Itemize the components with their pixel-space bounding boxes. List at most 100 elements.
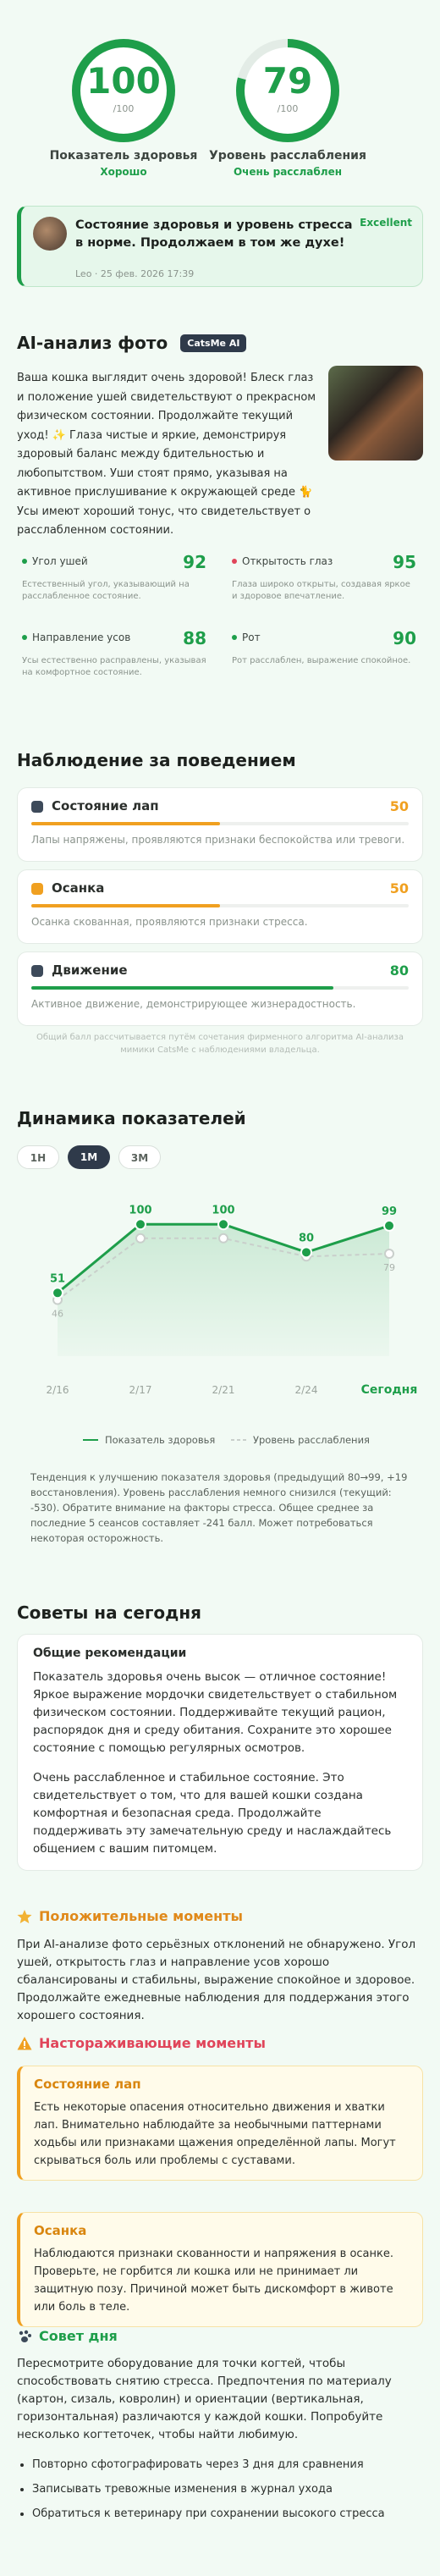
behavior-description: Лапы напряжены, проявляются признаки бес… xyxy=(31,834,405,846)
behavior-value: 50 xyxy=(389,798,409,814)
metric-card: Рот 90 Рот расслаблен, выражение спокойное… xyxy=(227,628,423,696)
behavior-icon xyxy=(31,965,43,977)
metric-name: Открытость глаз xyxy=(232,555,418,567)
behavior-name: Движение xyxy=(52,963,128,978)
behavior-icon xyxy=(31,883,43,895)
behavior-name: Осанка xyxy=(52,880,105,896)
footnote: Общий балл рассчитывается путём сочетани… xyxy=(36,1033,404,1055)
metric-dot xyxy=(22,635,27,640)
series-point xyxy=(300,1246,312,1259)
gauge-max: /100 xyxy=(278,103,299,114)
paragraph: Очень расслабленное и стабильное состоян… xyxy=(33,1771,392,1856)
x-tick-label: 2/21 xyxy=(212,1384,235,1396)
metric-name: Направление усов xyxy=(22,632,208,643)
x-tick-label: Сегодня xyxy=(361,1383,418,1397)
positive-header: Положительные моменты xyxy=(17,1908,423,1924)
section-subtitle: Настораживающие моменты xyxy=(39,2035,266,2051)
progress-bar xyxy=(31,904,220,907)
behavior-name: Состояние лап xyxy=(52,798,159,814)
behavior-description: Осанка скованная, проявляются признаки с… xyxy=(31,916,308,928)
score-status: Хорошо xyxy=(100,166,147,178)
x-tick-label: 2/24 xyxy=(295,1384,318,1396)
concern-card: Осанка Наблюдаются признаки скованности … xyxy=(17,2212,423,2327)
value-label: 100 xyxy=(129,1204,151,1216)
section-title: Советы на сегодня xyxy=(17,1602,201,1623)
value-label: 100 xyxy=(212,1204,234,1216)
series-point xyxy=(218,1233,228,1244)
status-meta: Leo · 25 фев. 2026 17:39 xyxy=(75,268,195,279)
general-card: Общие рекомендации Показатель здоровья о… xyxy=(17,1634,423,1871)
gauge-value: 100 xyxy=(86,60,161,102)
cat-photo xyxy=(328,366,423,461)
behavior-value: 80 xyxy=(389,963,409,979)
period-button[interactable]: 1Н xyxy=(17,1145,59,1169)
period-button[interactable]: 1М xyxy=(68,1145,110,1169)
star-icon xyxy=(17,1910,32,1923)
warning-icon xyxy=(17,2037,32,2050)
progress-track xyxy=(31,986,409,990)
series-point xyxy=(135,1218,146,1231)
x-tick-label: 2/16 xyxy=(47,1384,69,1396)
period-button[interactable]: 3М xyxy=(118,1145,161,1169)
concern-card: Состояние лап Есть некоторые опасения от… xyxy=(17,2066,423,2181)
concern-text: Есть некоторые опасения относительно дви… xyxy=(34,2101,396,2167)
ai-text: Ваша кошка выглядит очень здоровой! Блес… xyxy=(17,372,316,537)
progress-bar xyxy=(31,986,333,990)
series-point xyxy=(384,1248,394,1259)
bullet: Записывать тревожные изменения в журнал … xyxy=(32,2477,423,2502)
value-label: 79 xyxy=(383,1262,395,1273)
series-point xyxy=(383,1219,395,1232)
section-title: Наблюдение за поведением xyxy=(17,750,296,770)
value-label: 46 xyxy=(52,1309,63,1320)
progress-bar xyxy=(31,822,220,825)
metric-description: Глаза широко открыты, создавая яркое и з… xyxy=(232,580,410,601)
gauge-max: /100 xyxy=(113,103,135,114)
metric-value: 88 xyxy=(183,628,206,648)
ai-header: AI-анализ фото CatsMe AI xyxy=(17,333,423,353)
value-label: 51 xyxy=(50,1272,65,1285)
card-title: Общие рекомендации xyxy=(33,1647,187,1660)
gauge-arc xyxy=(236,39,339,142)
paragraph: Показатель здоровья очень высок — отличн… xyxy=(33,1670,398,1755)
paw-icon xyxy=(19,2330,31,2342)
metric-description: Усы естественно расправлены, указывая на… xyxy=(22,656,206,677)
metric-value: 95 xyxy=(393,552,416,572)
concerns-header: Настораживающие моменты xyxy=(17,2035,423,2051)
value-label: 80 xyxy=(299,1232,314,1244)
avatar xyxy=(33,217,67,251)
status-message: Состояние здоровья и уровень стресса в н… xyxy=(75,218,353,250)
series-point xyxy=(217,1218,229,1231)
metric-name: Рот xyxy=(232,632,418,643)
metric-description: Рот расслаблен, выражение спокойное. xyxy=(232,656,411,665)
behavior-card: Осанка 50 Осанка скованная, проявляются пр… xyxy=(17,869,423,944)
x-tick-label: 2/17 xyxy=(129,1384,152,1396)
legend-label: Показатель здоровья xyxy=(105,1434,215,1446)
positive-text: При AI-анализе фото серьёзных отклонений… xyxy=(17,1938,416,2022)
bullet: Обратиться к ветеринару при сохранении в… xyxy=(32,2502,423,2526)
concern-title: Осанка xyxy=(34,2223,87,2238)
behavior-card: Состояние лап 50 Лапы напряжены, проявляют… xyxy=(17,787,423,862)
daily-text: Пересмотрите оборудование для точки когт… xyxy=(17,2357,392,2441)
section-subtitle: Положительные моменты xyxy=(39,1908,243,1924)
progress-track xyxy=(31,904,409,907)
legend-label: Уровень расслабления xyxy=(253,1434,370,1446)
metric-dot xyxy=(232,635,237,640)
score-status: Очень расслаблен xyxy=(233,166,343,178)
metric-dot xyxy=(22,559,27,564)
behavior-icon xyxy=(31,801,43,813)
area xyxy=(58,1224,389,1356)
metric-description: Естественный угол, указывающий на рассла… xyxy=(22,580,190,601)
daily-header: Совет дня xyxy=(17,2328,423,2344)
metric-card: Открытость глаз 95 Глаза широко открыты, с… xyxy=(227,552,423,620)
behavior-card: Движение 80 Активное движение, демонстриру… xyxy=(17,952,423,1026)
metric-card: Направление усов 88 Усы естественно распра… xyxy=(17,628,213,696)
section-title: AI-анализ фото xyxy=(17,333,168,353)
metric-dot xyxy=(232,559,237,564)
bullet: Повторно сфотографировать через 3 дня дл… xyxy=(32,2452,423,2477)
chart-summary: Тенденция к улучшению показателя здоровь… xyxy=(30,1471,408,1544)
score-label: Показатель здоровья xyxy=(49,149,198,163)
behavior-description: Активное движение, демонстрирующее жизне… xyxy=(31,998,356,1010)
gauge-value: 79 xyxy=(263,60,312,102)
